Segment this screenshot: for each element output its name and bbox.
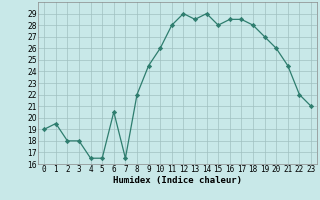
X-axis label: Humidex (Indice chaleur): Humidex (Indice chaleur) <box>113 176 242 185</box>
